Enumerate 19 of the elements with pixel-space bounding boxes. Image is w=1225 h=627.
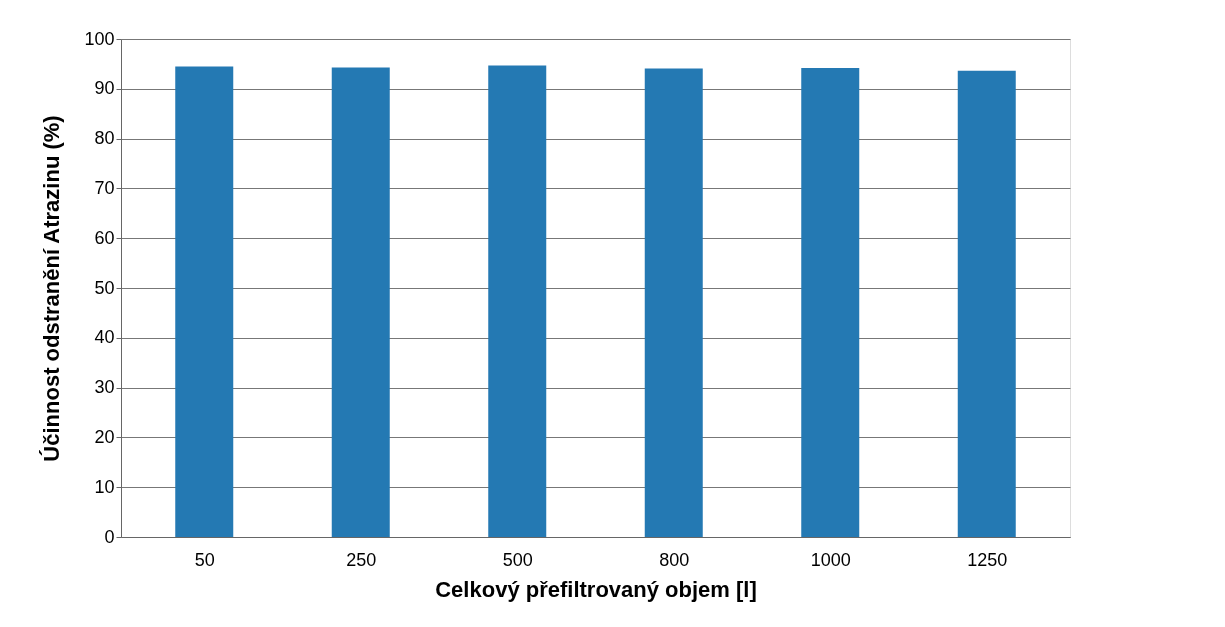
y-tick-label: 40: [94, 327, 115, 348]
y-tick-label: 60: [94, 227, 115, 248]
y-axis-title: Účinnost odstranění Atrazinu (%): [39, 115, 65, 462]
y-tick-label: 0: [104, 526, 115, 547]
y-tick-label: 70: [94, 177, 115, 198]
y-tick-label: 80: [94, 128, 115, 149]
x-tick-label: 500: [502, 549, 533, 570]
y-tick-label: 20: [94, 426, 115, 447]
y-tick-label: 10: [94, 476, 115, 497]
x-tick-label: 1000: [810, 549, 851, 570]
x-tick-label: 1250: [967, 549, 1008, 570]
x-tick-label: 50: [194, 549, 215, 570]
y-tick-label: 50: [94, 277, 115, 298]
y-tick-label: 30: [94, 377, 115, 398]
y-tick-label: 90: [94, 78, 115, 99]
x-axis-title: Celkový přefiltrovaný objem [l]: [435, 576, 757, 602]
x-tick-label: 250: [346, 549, 377, 570]
y-tick-label: 100: [84, 28, 115, 49]
x-tick-label: 800: [659, 549, 690, 570]
